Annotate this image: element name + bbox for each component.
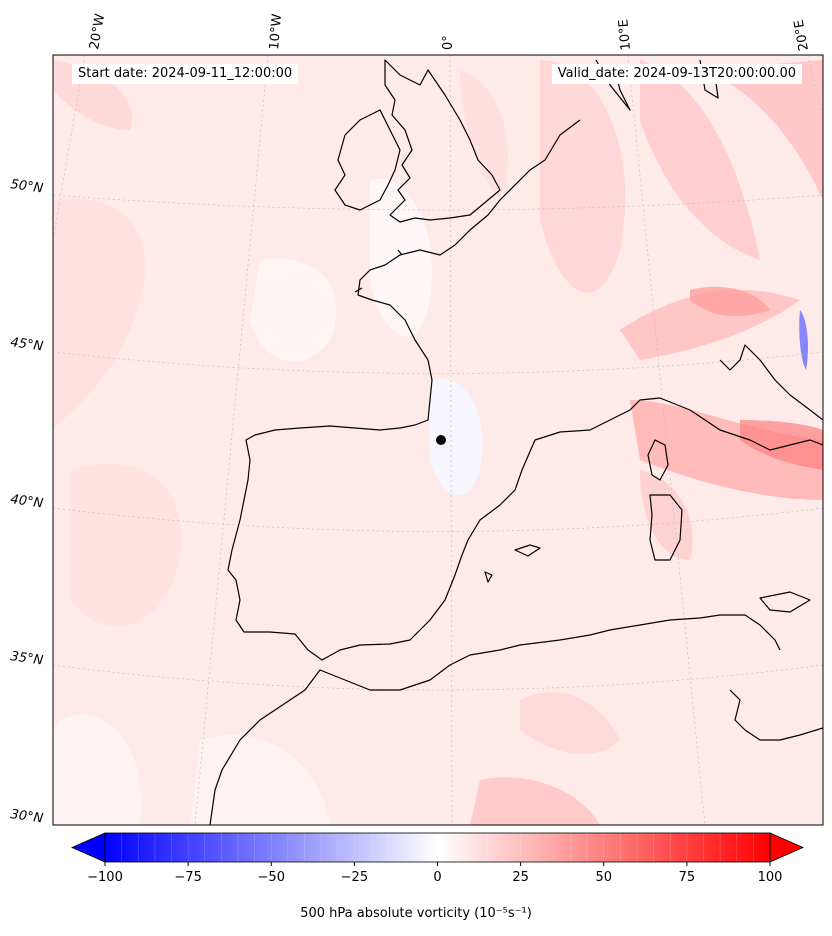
meridian-label-10w: 10°W — [267, 13, 285, 50]
meridian-label-20e: 20°E — [792, 19, 812, 52]
parallel-label-40n: 40°N — [9, 492, 44, 511]
parallel-label-35n: 35°N — [9, 649, 44, 668]
colorbar-levels — [121, 833, 754, 862]
parallel-labels: 50°N 45°N 40°N 35°N 30°N — [9, 177, 44, 826]
colorbar-tick-label: −100 — [87, 870, 123, 885]
meridian-label-0: 0° — [441, 35, 456, 50]
colorbar-tick-label: 100 — [757, 870, 783, 885]
parallel-label-50n: 50°N — [9, 177, 44, 196]
graticule — [53, 55, 823, 825]
colorbar-gradient — [105, 833, 770, 862]
colorbar-title: 500 hPa absolute vorticity (10⁻⁵s⁻¹) — [300, 906, 532, 921]
colorbar-tick-label: 25 — [512, 870, 529, 885]
map-panel — [53, 55, 823, 825]
valid-date-label: Valid_date: 2024-09-13T20:00:00.00 — [551, 64, 802, 84]
vorticity-field — [53, 60, 823, 825]
colorbar-tick-label: −75 — [174, 870, 202, 885]
colorbar-extend-max — [769, 832, 804, 863]
colorbar-extend-min — [71, 832, 106, 863]
parallel-label-45n: 45°N — [9, 335, 44, 354]
meridian-label-20w: 20°W — [87, 13, 108, 51]
colorbar-tick-label: −25 — [340, 870, 369, 885]
parallel-label-30n: 30°N — [9, 807, 44, 826]
colorbar-ticks — [104, 862, 771, 866]
meridian-label-10e: 10°E — [616, 19, 634, 51]
colorbar — [71, 832, 804, 866]
start-date-label: Start date: 2024-09-11_12:00:00 — [72, 64, 299, 84]
colorbar-tick-label: 75 — [678, 870, 696, 885]
map-frame — [52, 54, 824, 826]
colorbar-tick-label: −50 — [257, 870, 285, 885]
location-marker — [436, 435, 446, 445]
colorbar-tick-label: 50 — [595, 870, 613, 885]
meridian-labels: 20°W 10°W 0° 10°E 20°E — [87, 13, 812, 52]
colorbar-tick-label: 0 — [433, 870, 442, 885]
